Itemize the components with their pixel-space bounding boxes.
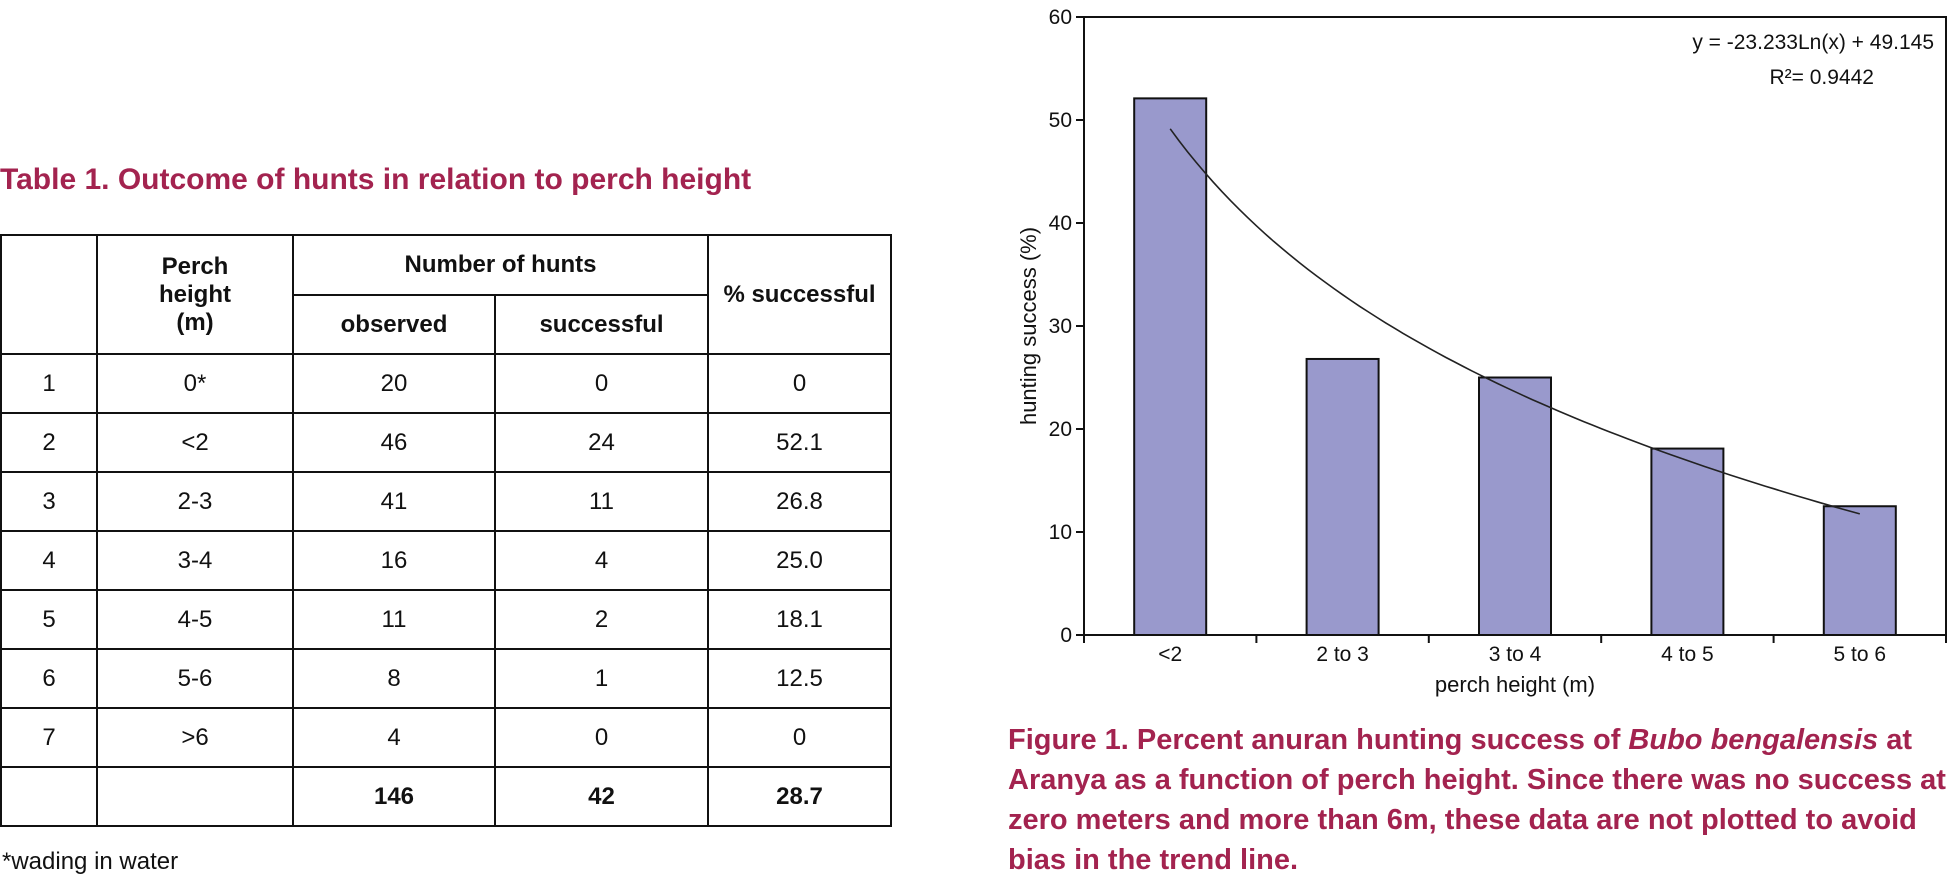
- table-row: 4 3-4 16 4 25.0: [0, 530, 892, 591]
- y-tick-label: 50: [1049, 109, 1072, 132]
- hunting-success-chart: 0 10 20 30 40 50 60 <2 2 to 3 3 to 4 4 to 5 5 to 6 p…: [1016, 6, 1947, 697]
- total-percent: 28.7: [707, 766, 892, 827]
- total-empty-cell: [96, 766, 294, 827]
- x-tick-label: 5 to 6: [1834, 643, 1887, 666]
- trendline-equation: y = -23.233Ln(x) + 49.145: [1692, 31, 1934, 54]
- trend-line: [1169, 128, 1861, 515]
- trendline-r-squared: R²= 0.9442: [1770, 66, 1875, 89]
- cell-id: 6: [0, 648, 98, 709]
- bar: [1650, 447, 1725, 636]
- header-successful: successful: [494, 294, 709, 355]
- total-observed: 146: [292, 766, 496, 827]
- table-row: 3 2-3 41 11 26.8: [0, 471, 892, 532]
- cell-observed: 46: [292, 412, 496, 473]
- table-footnote: *wading in water: [2, 848, 179, 875]
- header-percent-successful: % successful: [707, 234, 892, 355]
- cell-percent: 0: [707, 353, 892, 414]
- cell-percent: 26.8: [707, 471, 892, 532]
- cell-perch: 5-6: [96, 648, 294, 709]
- cell-successful: 24: [494, 412, 709, 473]
- cell-successful: 1: [494, 648, 709, 709]
- table-row: 2 <2 46 24 52.1: [0, 412, 892, 473]
- cell-id: 4: [0, 530, 98, 591]
- cell-percent: 0: [707, 707, 892, 768]
- cell-perch: 3-4: [96, 530, 294, 591]
- table-row: 6 5-6 8 1 12.5: [0, 648, 892, 709]
- bar: [1822, 505, 1897, 636]
- header-index: [0, 234, 98, 355]
- cell-successful: 0: [494, 353, 709, 414]
- bar: [1133, 97, 1208, 637]
- x-tick-label: 3 to 4: [1489, 643, 1542, 666]
- bar: [1478, 376, 1552, 636]
- y-axis-label: hunting success (%): [1016, 227, 1041, 425]
- x-tick-label: 4 to 5: [1661, 643, 1714, 666]
- cell-id: 3: [0, 471, 98, 532]
- figure-caption: Figure 1. Percent anuran hunting success…: [1008, 720, 1948, 880]
- cell-percent: 18.1: [707, 589, 892, 650]
- table-total-row: 146 42 28.7: [0, 766, 892, 827]
- cell-id: 5: [0, 589, 98, 650]
- cell-successful: 4: [494, 530, 709, 591]
- cell-successful: 2: [494, 589, 709, 650]
- cell-observed: 16: [292, 530, 496, 591]
- cell-perch: 4-5: [96, 589, 294, 650]
- cell-perch: <2: [96, 412, 294, 473]
- cell-id: 2: [0, 412, 98, 473]
- cell-successful: 11: [494, 471, 709, 532]
- cell-observed: 4: [292, 707, 496, 768]
- cell-observed: 8: [292, 648, 496, 709]
- cell-id: 7: [0, 707, 98, 768]
- y-tick-label: 20: [1049, 418, 1072, 441]
- y-tick-label: 10: [1049, 521, 1072, 544]
- hunts-table: Perch height (m) Number of hunts % succe…: [0, 234, 892, 827]
- total-empty-cell: [0, 766, 98, 827]
- x-tick-label: 2 to 3: [1316, 643, 1369, 666]
- caption-rest: at Aranya as a function of perch height.…: [1008, 724, 1946, 876]
- cell-perch: >6: [96, 707, 294, 768]
- bar: [1305, 357, 1380, 636]
- caption-species: Bubo bengalensis: [1628, 724, 1879, 756]
- cell-id: 1: [0, 353, 98, 414]
- y-tick-label: 0: [1060, 624, 1072, 647]
- total-successful: 42: [494, 766, 709, 827]
- cell-percent: 12.5: [707, 648, 892, 709]
- y-tick-label: 30: [1049, 315, 1072, 338]
- header-observed: observed: [292, 294, 496, 355]
- header-perch-height: Perch height (m): [96, 234, 294, 355]
- table-row: 7 >6 4 0 0: [0, 707, 892, 768]
- cell-observed: 41: [292, 471, 496, 532]
- cell-percent: 52.1: [707, 412, 892, 473]
- table-row: 5 4-5 11 2 18.1: [0, 589, 892, 650]
- x-axis-label: perch height (m): [1435, 672, 1595, 697]
- table-row: 1 0* 20 0 0: [0, 353, 892, 414]
- caption-lead: Figure 1. Percent anuran hunting success…: [1008, 724, 1629, 756]
- table-title: Table 1. Outcome of hunts in relation to…: [0, 163, 752, 196]
- cell-perch: 0*: [96, 353, 294, 414]
- header-number-of-hunts: Number of hunts: [292, 234, 709, 296]
- cell-perch: 2-3: [96, 471, 294, 532]
- y-tick-label: 60: [1049, 6, 1072, 29]
- cell-percent: 25.0: [707, 530, 892, 591]
- cell-successful: 0: [494, 707, 709, 768]
- cell-observed: 11: [292, 589, 496, 650]
- cell-observed: 20: [292, 353, 496, 414]
- y-tick-label: 40: [1049, 212, 1072, 235]
- x-tick-label: <2: [1158, 643, 1182, 666]
